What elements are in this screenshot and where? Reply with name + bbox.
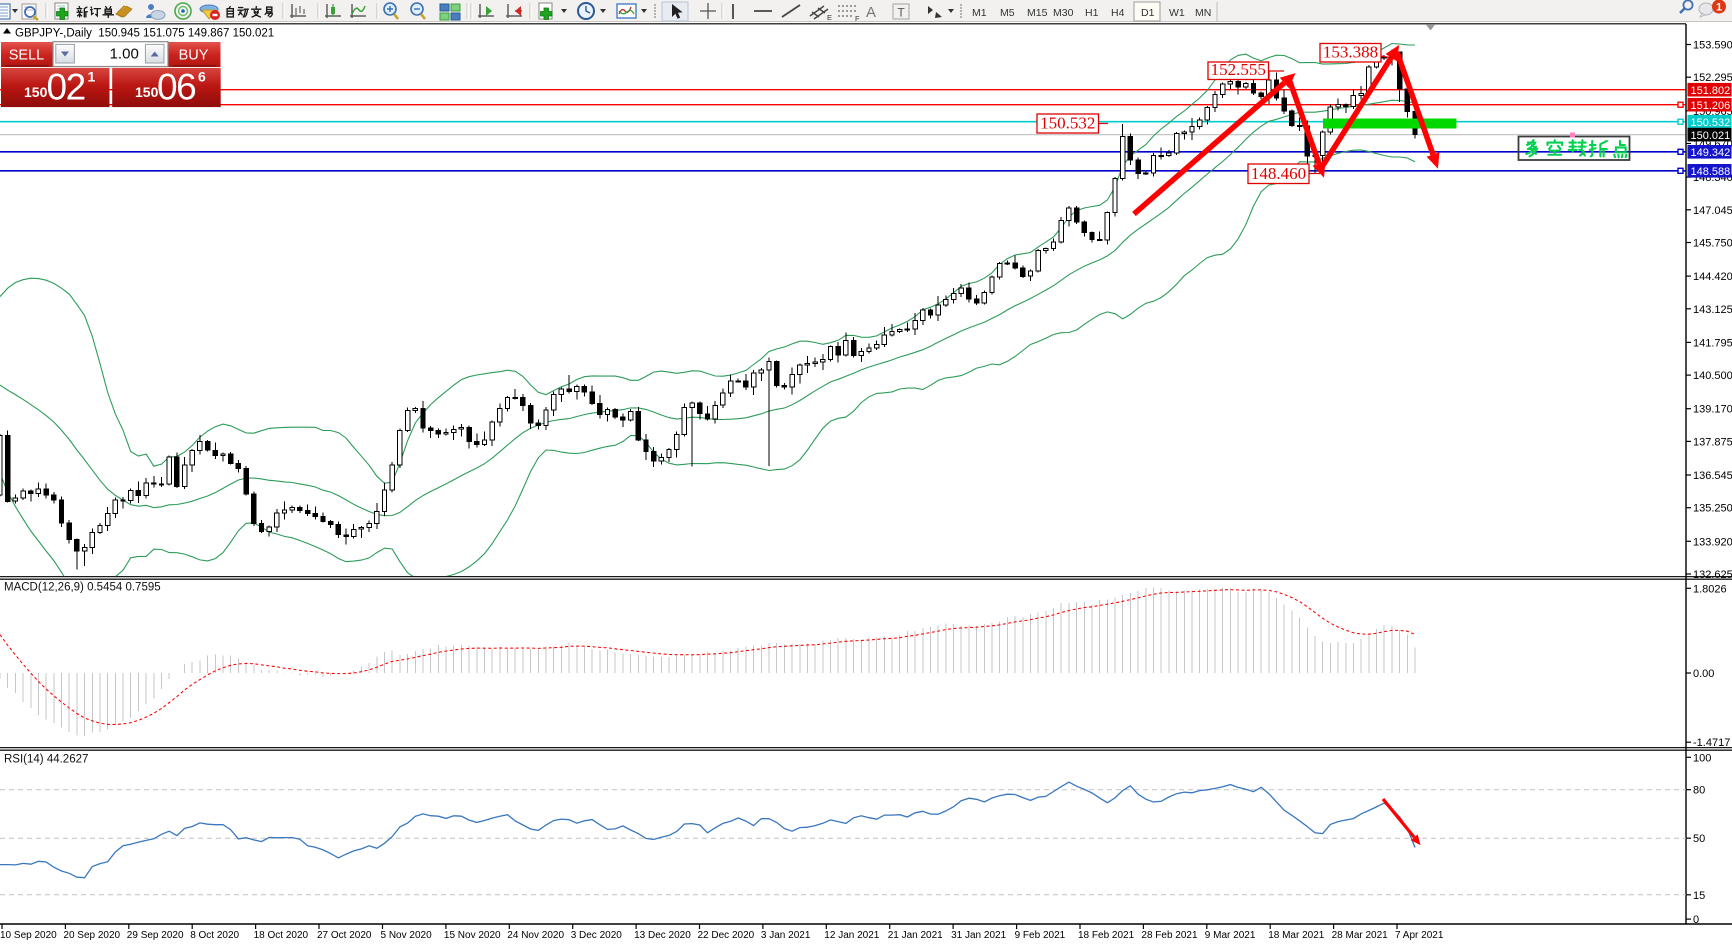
svg-text:29 Sep 2020: 29 Sep 2020 bbox=[127, 930, 184, 941]
svg-text:10 Sep 2020: 10 Sep 2020 bbox=[0, 930, 57, 941]
svg-text:02: 02 bbox=[47, 67, 85, 108]
svg-text:152.555: 152.555 bbox=[1211, 60, 1266, 79]
svg-text:150.532: 150.532 bbox=[1040, 114, 1095, 133]
svg-text:18 Mar 2021: 18 Mar 2021 bbox=[1268, 930, 1325, 941]
svg-text:150: 150 bbox=[135, 84, 159, 100]
svg-text:5 Nov 2020: 5 Nov 2020 bbox=[381, 930, 433, 941]
svg-text:148.460: 148.460 bbox=[1251, 164, 1306, 183]
svg-text:9 Feb 2021: 9 Feb 2021 bbox=[1015, 930, 1066, 941]
svg-text:22 Dec 2020: 22 Dec 2020 bbox=[698, 930, 755, 941]
svg-text:3 Jan 2021: 3 Jan 2021 bbox=[761, 930, 811, 941]
svg-text:135.250: 135.250 bbox=[1693, 503, 1732, 515]
svg-text:13 Dec 2020: 13 Dec 2020 bbox=[634, 930, 691, 941]
svg-text:F: F bbox=[855, 14, 860, 23]
svg-text:1: 1 bbox=[1716, 2, 1722, 14]
svg-text:148.588: 148.588 bbox=[1691, 166, 1731, 178]
svg-text:6: 6 bbox=[198, 69, 206, 85]
svg-text:18 Feb 2021: 18 Feb 2021 bbox=[1078, 930, 1135, 941]
svg-text:0: 0 bbox=[1693, 914, 1699, 926]
svg-text:137.875: 137.875 bbox=[1693, 436, 1732, 448]
svg-text:H1: H1 bbox=[1085, 7, 1099, 19]
svg-text:15: 15 bbox=[1693, 890, 1705, 902]
svg-text:RSI(14) 44.2627: RSI(14) 44.2627 bbox=[4, 754, 88, 766]
svg-text:M30: M30 bbox=[1053, 7, 1074, 19]
svg-text:150.532: 150.532 bbox=[1691, 117, 1731, 129]
svg-text:GBPJPY-,Daily 150.945 151.075: GBPJPY-,Daily 150.945 151.075 149.867 15… bbox=[15, 28, 274, 40]
svg-text:20 Sep 2020: 20 Sep 2020 bbox=[63, 930, 120, 941]
svg-text:150.021: 150.021 bbox=[1691, 130, 1731, 142]
svg-text:28 Feb 2021: 28 Feb 2021 bbox=[1141, 930, 1198, 941]
svg-text:132.625: 132.625 bbox=[1693, 569, 1732, 581]
svg-text:152.295: 152.295 bbox=[1693, 72, 1732, 84]
svg-text:153.388: 153.388 bbox=[1323, 43, 1378, 62]
svg-text:140.500: 140.500 bbox=[1693, 370, 1732, 382]
svg-text:MACD(12,26,9) 0.5454 0.7595: MACD(12,26,9) 0.5454 0.7595 bbox=[4, 582, 161, 594]
svg-text:MN: MN bbox=[1195, 7, 1211, 19]
svg-text:M15: M15 bbox=[1027, 7, 1048, 19]
svg-text:1.00: 1.00 bbox=[110, 46, 139, 63]
svg-text:M1: M1 bbox=[972, 7, 987, 19]
svg-text:18 Oct 2020: 18 Oct 2020 bbox=[254, 930, 309, 941]
svg-text:1: 1 bbox=[88, 69, 96, 85]
svg-text:H4: H4 bbox=[1111, 7, 1125, 19]
svg-text:9 Mar 2021: 9 Mar 2021 bbox=[1205, 930, 1256, 941]
svg-text:1.8026: 1.8026 bbox=[1693, 583, 1727, 595]
svg-text:28 Mar 2021: 28 Mar 2021 bbox=[1332, 930, 1389, 941]
svg-text:151.206: 151.206 bbox=[1691, 100, 1731, 112]
svg-text:31 Jan 2021: 31 Jan 2021 bbox=[951, 930, 1006, 941]
svg-text:24 Nov 2020: 24 Nov 2020 bbox=[507, 930, 564, 941]
svg-text:BUY: BUY bbox=[179, 48, 209, 64]
svg-text:147.045: 147.045 bbox=[1693, 205, 1732, 217]
svg-text:139.170: 139.170 bbox=[1693, 404, 1732, 416]
svg-text:133.920: 133.920 bbox=[1693, 536, 1732, 548]
svg-text:151.802: 151.802 bbox=[1691, 85, 1731, 97]
svg-text:D1: D1 bbox=[1141, 7, 1155, 19]
svg-text:E: E bbox=[827, 13, 832, 22]
svg-text:15 Nov 2020: 15 Nov 2020 bbox=[444, 930, 501, 941]
svg-text:149.342: 149.342 bbox=[1691, 147, 1731, 159]
svg-text:50: 50 bbox=[1693, 833, 1705, 845]
svg-text:141.795: 141.795 bbox=[1693, 337, 1732, 349]
svg-text:7 Apr 2021: 7 Apr 2021 bbox=[1395, 930, 1444, 941]
svg-text:W1: W1 bbox=[1169, 7, 1185, 19]
svg-text:06: 06 bbox=[157, 67, 195, 108]
svg-text:100: 100 bbox=[1693, 752, 1711, 764]
svg-text:21 Jan 2021: 21 Jan 2021 bbox=[888, 930, 943, 941]
svg-text:150: 150 bbox=[24, 84, 48, 100]
svg-text:144.420: 144.420 bbox=[1693, 271, 1732, 283]
svg-text:80: 80 bbox=[1693, 785, 1705, 797]
svg-text:A: A bbox=[866, 4, 876, 21]
svg-text:0.00: 0.00 bbox=[1693, 668, 1714, 680]
svg-text:T: T bbox=[897, 6, 905, 20]
svg-text:M5: M5 bbox=[1000, 7, 1015, 19]
svg-text:12 Jan 2021: 12 Jan 2021 bbox=[824, 930, 879, 941]
svg-text:SELL: SELL bbox=[9, 48, 44, 64]
svg-text:27 Oct 2020: 27 Oct 2020 bbox=[317, 930, 372, 941]
svg-text:153.590: 153.590 bbox=[1693, 40, 1732, 52]
svg-text:136.545: 136.545 bbox=[1693, 470, 1732, 482]
svg-text:-1.4717: -1.4717 bbox=[1693, 737, 1730, 749]
svg-text:143.125: 143.125 bbox=[1693, 304, 1732, 316]
svg-text:3 Dec 2020: 3 Dec 2020 bbox=[571, 930, 623, 941]
svg-text:8 Oct 2020: 8 Oct 2020 bbox=[190, 930, 239, 941]
svg-text:145.750: 145.750 bbox=[1693, 238, 1732, 250]
